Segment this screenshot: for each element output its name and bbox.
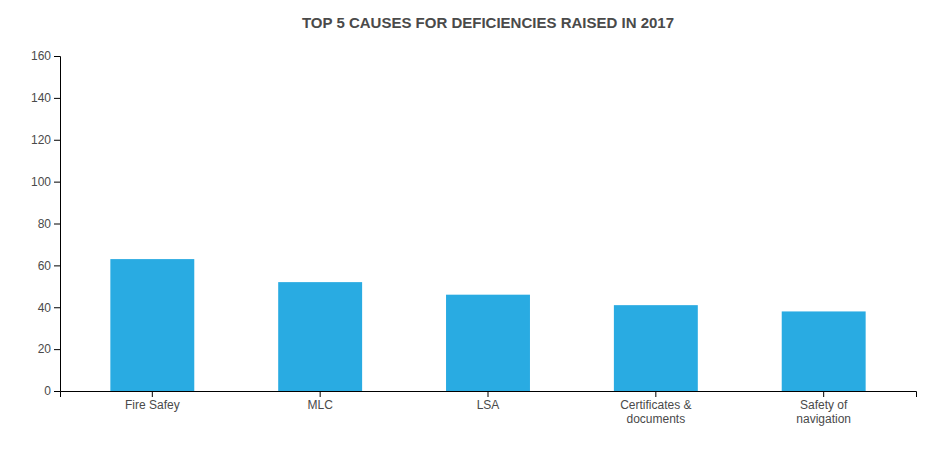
x-tick-label: Fire Safey xyxy=(125,398,180,412)
x-tick-label-line: LSA xyxy=(477,398,500,412)
x-tick-mark xyxy=(823,391,824,397)
y-axis-line xyxy=(54,57,61,392)
x-tick-label-line: Safety of xyxy=(800,398,848,412)
y-tick-mark xyxy=(54,307,60,308)
x-tick-mark xyxy=(488,391,489,397)
bar xyxy=(614,305,698,391)
x-tick-label: MLC xyxy=(307,398,333,412)
y-axis: 0 20 40 60 80 100 120 140 160 xyxy=(31,49,61,398)
y-tick: 60 xyxy=(38,259,60,273)
x-tick: Fire Safey xyxy=(125,391,180,412)
y-tick: 20 xyxy=(38,342,60,356)
y-tick: 80 xyxy=(38,217,60,231)
x-tick: LSA xyxy=(477,391,500,412)
x-tick-label: Safety ofnavigation xyxy=(796,398,851,426)
y-tick-label: 20 xyxy=(38,342,52,356)
y-tick-mark xyxy=(54,391,60,392)
x-tick-mark xyxy=(152,391,153,397)
x-tick-label-line: MLC xyxy=(307,398,333,412)
x-axis: Fire Safey MLC LSA Certificates &documents S… xyxy=(61,391,917,426)
y-tick-mark xyxy=(54,182,60,183)
x-tick-label: Certificates &documents xyxy=(620,398,691,426)
y-tick-label: 120 xyxy=(31,133,51,147)
y-tick-mark xyxy=(54,56,60,57)
y-tick: 100 xyxy=(31,175,60,189)
y-tick-label: 60 xyxy=(38,259,52,273)
x-tick: MLC xyxy=(307,391,333,412)
x-tick: Safety ofnavigation xyxy=(796,391,851,426)
y-tick-mark xyxy=(54,224,60,225)
bar xyxy=(110,259,194,391)
y-tick: 0 xyxy=(44,384,60,398)
y-tick-label: 0 xyxy=(44,384,51,398)
bar xyxy=(782,311,866,391)
bar xyxy=(446,295,530,391)
y-tick-label: 40 xyxy=(38,301,52,315)
y-tick-label: 100 xyxy=(31,175,51,189)
title: TOP 5 CAUSES FOR DEFICIENCIES RAISED IN … xyxy=(302,14,674,31)
x-tick-mark xyxy=(320,391,321,397)
bar xyxy=(278,282,362,391)
chart: TOP 5 CAUSES FOR DEFICIENCIES RAISED IN … xyxy=(0,0,946,463)
x-tick-mark xyxy=(655,391,656,397)
x-tick: Certificates &documents xyxy=(620,391,691,426)
x-tick-label-line: Fire Safey xyxy=(125,398,180,412)
x-tick-label-line: navigation xyxy=(796,412,851,426)
x-tick-label: LSA xyxy=(477,398,500,412)
y-tick: 140 xyxy=(31,91,60,105)
y-tick: 120 xyxy=(31,133,60,147)
y-tick-mark xyxy=(54,265,60,266)
y-tick-mark xyxy=(54,98,60,99)
y-tick-label: 140 xyxy=(31,91,51,105)
y-tick: 40 xyxy=(38,301,60,315)
y-tick: 160 xyxy=(31,49,60,63)
y-tick-label: 160 xyxy=(31,49,51,63)
bars xyxy=(110,259,865,391)
x-axis-line xyxy=(61,392,917,398)
x-tick-label-line: Certificates & xyxy=(620,398,691,412)
plot: 0 20 40 60 80 100 120 140 160 Fire Safey MLC LSA Cer… xyxy=(31,49,917,426)
y-tick-label: 80 xyxy=(38,217,52,231)
y-tick-mark xyxy=(54,140,60,141)
y-tick-mark xyxy=(54,349,60,350)
x-tick-label-line: documents xyxy=(626,412,685,426)
